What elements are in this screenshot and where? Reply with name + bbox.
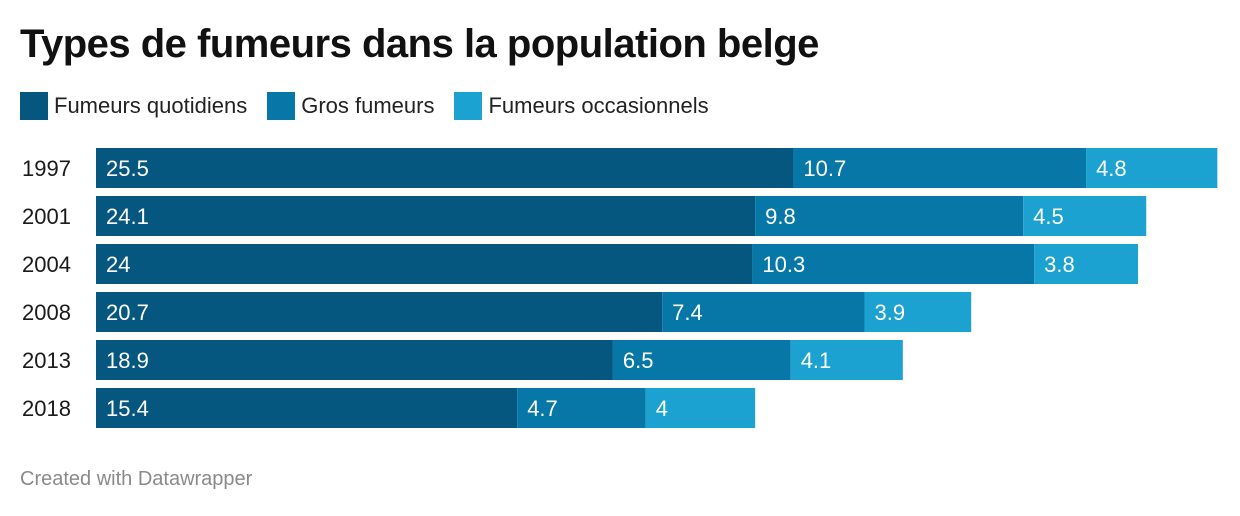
bar-segment bbox=[1023, 196, 1147, 236]
legend-swatch-daily bbox=[20, 92, 48, 120]
category-label: 2008 bbox=[22, 300, 71, 325]
legend-label-daily: Fumeurs quotidiens bbox=[54, 93, 248, 118]
chart-title: Types de fumeurs dans la population belg… bbox=[20, 22, 819, 66]
legend-swatch-occasional bbox=[454, 92, 483, 120]
data-label: 4.8 bbox=[1096, 156, 1127, 181]
bar-segment bbox=[645, 388, 756, 428]
data-label: 10.7 bbox=[803, 156, 846, 181]
bar-segment bbox=[517, 388, 646, 428]
bar-segment bbox=[96, 340, 613, 380]
bar-segment bbox=[96, 292, 663, 332]
bar-segment bbox=[612, 340, 791, 380]
bar-segment bbox=[96, 196, 756, 236]
data-label: 4.7 bbox=[527, 396, 558, 421]
bar-segment bbox=[755, 196, 1024, 236]
category-label: 2001 bbox=[22, 204, 71, 229]
category-label: 1997 bbox=[22, 156, 71, 181]
data-label: 9.8 bbox=[765, 204, 796, 229]
bar-segment bbox=[96, 388, 518, 428]
data-label: 25.5 bbox=[106, 156, 149, 181]
bar-segment bbox=[793, 148, 1087, 188]
category-label: 2004 bbox=[22, 252, 71, 277]
category-label: 2018 bbox=[22, 396, 71, 421]
legend-label-heavy: Gros fumeurs bbox=[301, 93, 435, 118]
bar-segment bbox=[1034, 244, 1139, 284]
bar-segment bbox=[96, 148, 794, 188]
category-label: 2013 bbox=[22, 348, 71, 373]
bar-segment bbox=[96, 244, 753, 284]
data-label: 10.3 bbox=[762, 252, 805, 277]
data-label: 18.9 bbox=[106, 348, 149, 373]
data-label: 4.5 bbox=[1033, 204, 1064, 229]
bar-segment bbox=[752, 244, 1035, 284]
data-label: 6.5 bbox=[623, 348, 654, 373]
legend-item-heavy: Gros fumeurs bbox=[267, 92, 434, 120]
legend-swatch-heavy bbox=[267, 92, 296, 120]
data-label: 7.4 bbox=[672, 300, 703, 325]
data-label: 4.1 bbox=[801, 348, 832, 373]
data-label: 20.7 bbox=[106, 300, 149, 325]
data-label: 4 bbox=[656, 396, 668, 421]
legend-item-daily: Fumeurs quotidiens bbox=[20, 92, 247, 120]
data-label: 3.8 bbox=[1044, 252, 1075, 277]
legend: Fumeurs quotidiens Gros fumeurs Fumeurs … bbox=[20, 92, 709, 120]
data-label: 3.9 bbox=[875, 300, 906, 325]
bar-segment bbox=[1086, 148, 1218, 188]
data-label: 15.4 bbox=[106, 396, 149, 421]
data-label: 24 bbox=[106, 252, 130, 277]
data-label: 24.1 bbox=[106, 204, 149, 229]
legend-item-occasional: Fumeurs occasionnels bbox=[454, 92, 709, 120]
bar-segment bbox=[662, 292, 865, 332]
legend-label-occasional: Fumeurs occasionnels bbox=[488, 93, 709, 118]
footer-credit: Created with Datawrapper bbox=[20, 468, 253, 490]
bar-chart: 1997 25.5 10.7 4.8 2001 24.1 9.8 4.5 2004 24 10.3 3… bbox=[22, 148, 1218, 428]
bar-segment bbox=[864, 292, 972, 332]
bar-segment bbox=[790, 340, 903, 380]
